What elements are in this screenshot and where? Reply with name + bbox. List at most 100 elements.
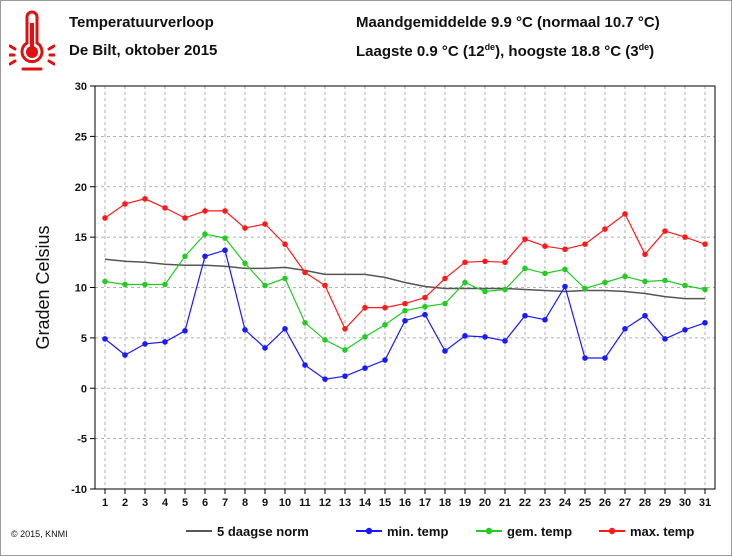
legend-marker	[485, 527, 493, 535]
x-tick-label: 1	[102, 497, 108, 509]
data-point	[442, 348, 448, 354]
data-point	[302, 362, 308, 368]
data-point	[342, 326, 348, 332]
data-point	[282, 326, 288, 332]
data-point	[142, 196, 148, 202]
data-point	[362, 334, 368, 340]
data-point	[702, 241, 708, 247]
data-point	[482, 334, 488, 340]
x-tick-label: 5	[182, 497, 188, 509]
data-point	[582, 285, 588, 292]
data-point	[462, 279, 468, 286]
x-tick-label: 21	[499, 497, 511, 509]
chart-subtitle: De Bilt, oktober 2015	[69, 42, 218, 59]
data-point	[342, 347, 348, 353]
data-point	[242, 260, 248, 267]
data-point	[102, 215, 108, 221]
legend-marker	[608, 527, 616, 535]
data-point	[102, 336, 108, 342]
data-point	[542, 243, 548, 249]
y-tick-label: -5	[77, 434, 87, 446]
monthly-summary: Maandgemiddelde 9.9 °C (normaal 10.7 °C)	[356, 14, 660, 31]
x-tick-label: 20	[479, 497, 491, 509]
x-tick-label: 26	[599, 497, 611, 509]
data-point	[122, 352, 128, 358]
data-point	[662, 277, 668, 284]
data-point	[502, 259, 508, 266]
data-point	[242, 225, 248, 231]
copyright: © 2015, KNMI	[11, 529, 68, 539]
data-point	[222, 208, 228, 214]
x-tick-label: 3	[142, 497, 148, 509]
y-tick-label: 30	[75, 81, 87, 93]
data-point	[202, 253, 208, 260]
data-point	[702, 319, 708, 326]
x-tick-label: 29	[659, 497, 671, 509]
data-point	[522, 236, 528, 242]
chart-title: Temperatuurverloop	[69, 14, 214, 31]
data-point	[582, 355, 588, 361]
data-point	[322, 337, 328, 343]
data-point	[282, 275, 288, 282]
data-point	[702, 286, 708, 293]
data-point	[202, 231, 208, 237]
data-point	[142, 341, 148, 347]
data-point	[322, 376, 328, 382]
data-point	[662, 228, 668, 234]
y-tick-label: -10	[71, 484, 87, 496]
data-point	[102, 278, 108, 285]
data-point	[162, 339, 168, 345]
y-tick-label: 25	[75, 131, 87, 143]
legend-label: gem. temp	[507, 524, 572, 539]
x-tick-label: 27	[619, 497, 631, 509]
x-tick-label: 9	[262, 497, 268, 509]
x-tick-label: 24	[559, 497, 572, 509]
legend-label: 5 daagse norm	[217, 524, 309, 539]
x-tick-label: 12	[319, 497, 331, 509]
data-point	[462, 333, 468, 339]
data-point	[442, 275, 448, 282]
y-tick-label: 10	[75, 283, 87, 295]
data-point	[122, 281, 128, 288]
data-point	[162, 281, 168, 288]
data-point	[562, 266, 568, 273]
data-point	[542, 316, 548, 323]
y-tick-label: 0	[81, 383, 87, 395]
data-point	[562, 283, 568, 290]
legend-label: max. temp	[630, 524, 694, 539]
data-point	[602, 226, 608, 232]
thermometer-icon	[9, 10, 55, 71]
data-point	[222, 235, 228, 241]
data-point	[422, 294, 428, 301]
data-point	[502, 338, 508, 344]
data-point	[622, 211, 628, 217]
data-point	[402, 317, 408, 324]
data-point	[222, 247, 228, 254]
data-point	[382, 321, 388, 328]
data-point	[622, 273, 628, 280]
data-point	[642, 278, 648, 285]
y-tick-label: 20	[75, 182, 87, 194]
plot-border	[94, 85, 716, 490]
data-point	[442, 300, 448, 307]
data-point	[542, 270, 548, 277]
data-point	[682, 282, 688, 289]
x-tick-label: 10	[279, 497, 291, 509]
data-point	[662, 336, 668, 342]
data-point	[382, 357, 388, 363]
x-tick-label: 28	[639, 497, 651, 509]
data-point	[262, 345, 268, 351]
x-tick-label: 16	[399, 497, 411, 509]
legend-marker	[365, 527, 373, 535]
data-point	[402, 300, 408, 307]
x-tick-label: 31	[699, 497, 711, 509]
data-point	[182, 328, 188, 334]
x-tick-label: 15	[379, 497, 391, 509]
data-point	[322, 282, 328, 289]
data-point	[422, 311, 428, 318]
data-point	[402, 307, 408, 314]
x-tick-label: 4	[162, 497, 169, 509]
y-tick-label: 15	[75, 232, 87, 244]
x-tick-label: 6	[202, 497, 208, 509]
